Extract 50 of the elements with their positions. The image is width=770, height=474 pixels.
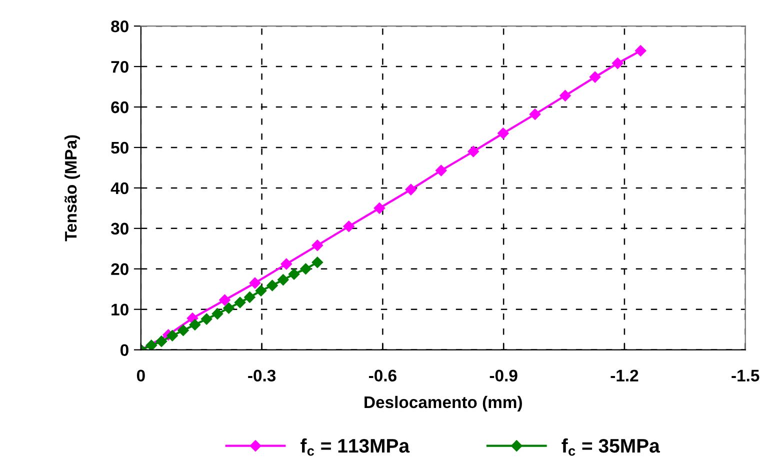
legend-label: f$_{c}$ = 35MPa: [562, 438, 660, 456]
point: [249, 277, 261, 289]
point: [156, 336, 168, 347]
x-tick-label: -1.2: [610, 370, 638, 382]
x-tick-label: -0.6: [368, 370, 396, 382]
y-tick-label: 50: [111, 142, 128, 154]
y-tick-label: 20: [111, 263, 128, 276]
x-tick-label: -0.9: [490, 370, 518, 382]
point: [612, 58, 624, 69]
point: [288, 268, 300, 280]
point: [405, 184, 417, 196]
y-tick-label: 10: [112, 304, 128, 316]
point: [280, 258, 292, 270]
point: [189, 319, 201, 330]
y-tick-label: 40: [110, 182, 128, 194]
point: [634, 45, 646, 56]
point: [529, 108, 541, 120]
point: [343, 220, 354, 232]
point: [178, 324, 189, 336]
point: [244, 292, 256, 303]
point: [266, 280, 278, 292]
point: [498, 128, 509, 139]
point: [312, 240, 324, 252]
legend-label: f$_{c}$ = 113MPa: [300, 438, 410, 456]
x-tick-label: -1.5: [732, 370, 760, 382]
point: [374, 202, 386, 214]
point: [212, 308, 224, 320]
y-tick-label: 30: [110, 222, 128, 235]
point: [255, 285, 267, 296]
point: [219, 294, 230, 306]
point: [166, 330, 178, 342]
y-axis-title: Tensão (MPa): [64, 135, 80, 242]
y-tick-label: 60: [111, 101, 128, 114]
y-tick-label: 0: [120, 344, 128, 356]
x-axis-title: Deslocamento (mm): [364, 396, 522, 412]
point: [146, 340, 157, 350]
x-tick-label: 0: [136, 370, 145, 382]
point: [223, 302, 234, 314]
point: [300, 263, 312, 274]
point: [468, 146, 479, 158]
point: [200, 313, 212, 325]
x-tick-label: -0.3: [248, 370, 276, 382]
point: [436, 164, 447, 176]
point: [312, 256, 324, 268]
point: [589, 71, 601, 83]
point: [234, 296, 246, 308]
y-tick-label: 80: [111, 20, 128, 32]
point: [278, 274, 289, 286]
y-tick-label: 70: [111, 60, 128, 73]
point: [560, 90, 571, 102]
